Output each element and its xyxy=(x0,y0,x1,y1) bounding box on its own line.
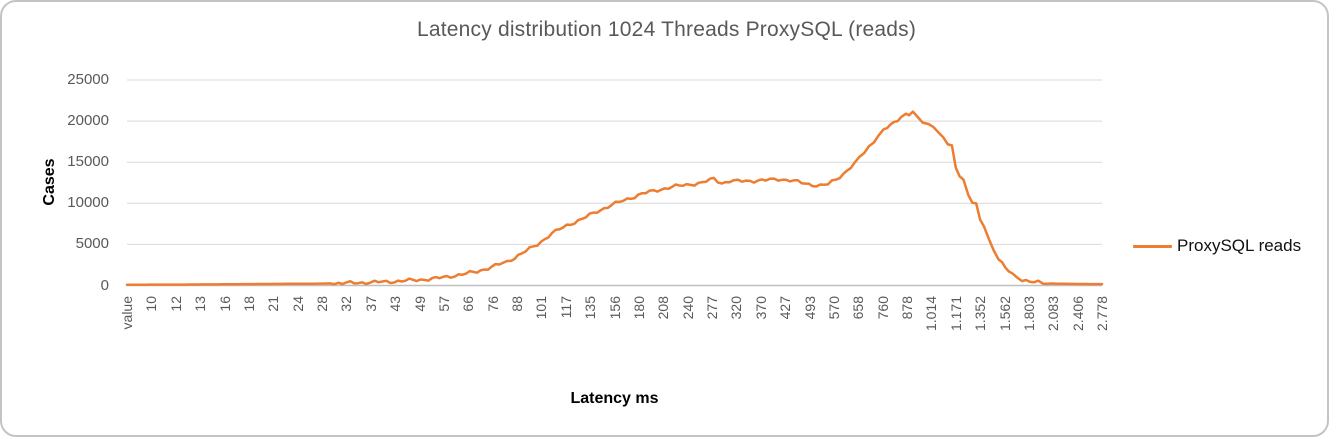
x-tick-label: 878 xyxy=(899,296,915,320)
x-tick-label: 2.406 xyxy=(1069,296,1086,332)
x-tick-label: 240 xyxy=(679,296,696,320)
x-tick-label: 427 xyxy=(777,296,794,320)
x-tick-label: 156 xyxy=(606,296,623,320)
x-tick-label: 1.562 xyxy=(996,296,1013,332)
x-tick-label: 2.778 xyxy=(1094,296,1110,332)
x-tick-label: 493 xyxy=(801,296,818,320)
x-tick-label: 277 xyxy=(704,296,720,320)
x-tick-label: 28 xyxy=(314,296,330,312)
x-tick-label: 101 xyxy=(533,296,550,320)
x-tick-label: 66 xyxy=(460,296,477,312)
y-tick-label: 5000 xyxy=(75,235,109,253)
x-tick-label: 24 xyxy=(289,296,306,312)
x-tick-label: 16 xyxy=(216,296,233,312)
x-tick-label: 21 xyxy=(265,296,282,312)
x-tick-label: 1.014 xyxy=(923,296,940,332)
x-tick-label: 76 xyxy=(484,296,501,312)
y-tick-label: 20000 xyxy=(67,112,109,130)
y-tick-label: 25000 xyxy=(67,71,109,88)
x-tick-label: 370 xyxy=(752,296,769,320)
x-tick-label: 658 xyxy=(850,296,867,320)
x-tick-label: 1.171 xyxy=(947,296,964,332)
x-tick-label: 49 xyxy=(411,296,428,312)
x-tick-label: 208 xyxy=(655,296,672,320)
x-tick-label: 37 xyxy=(362,296,379,312)
x-tick-label: 320 xyxy=(728,296,745,320)
legend: ProxySQL reads xyxy=(1133,236,1301,256)
y-tick-label: 15000 xyxy=(67,153,109,171)
x-tick-label: 570 xyxy=(825,296,842,320)
chart-title: Latency distribution 1024 Threads ProxyS… xyxy=(416,18,917,41)
x-tick-label: 32 xyxy=(338,296,355,312)
legend-label: ProxySQL reads xyxy=(1177,236,1302,255)
x-tick-label: 1.352 xyxy=(972,296,989,332)
x-tick-label: 135 xyxy=(582,296,599,320)
x-tick-label: 180 xyxy=(630,296,647,320)
x-tick-label: 1.803 xyxy=(1020,296,1037,332)
y-tick-label: 10000 xyxy=(67,194,109,212)
x-tick-label: 88 xyxy=(509,296,525,312)
x-tick-label: 18 xyxy=(240,296,257,312)
x-tick-label: 117 xyxy=(557,296,574,319)
x-axis-title: Latency ms xyxy=(570,390,659,407)
x-tick-label: value xyxy=(119,296,135,330)
x-tick-label: 43 xyxy=(387,296,404,312)
x-tick-label: 10 xyxy=(143,296,160,312)
x-tick-label: 760 xyxy=(874,296,891,320)
x-tick-label: 2.083 xyxy=(1045,296,1062,332)
x-tick-label: 57 xyxy=(435,296,452,312)
x-tick-label: 12 xyxy=(167,296,184,312)
x-tick-label: 13 xyxy=(192,296,209,312)
legend-line-marker xyxy=(1133,244,1172,248)
y-tick-label: 0 xyxy=(100,276,109,294)
series-line-proxysql-reads xyxy=(125,110,1104,287)
